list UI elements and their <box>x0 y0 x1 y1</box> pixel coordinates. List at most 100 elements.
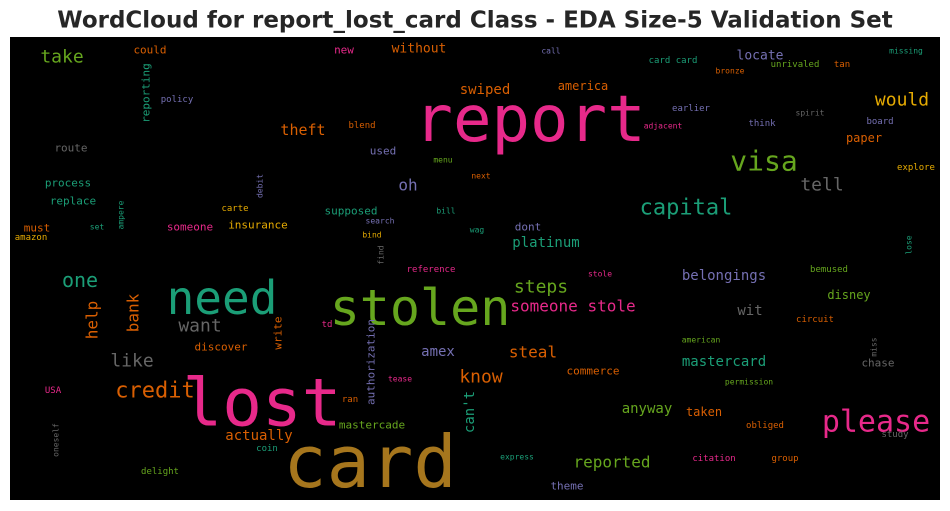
word: menu <box>433 156 452 165</box>
word: citation <box>692 454 735 464</box>
word: find <box>377 245 386 264</box>
word: delight <box>141 467 179 477</box>
word: platinum <box>512 235 579 251</box>
word: tan <box>834 60 850 70</box>
word: stole <box>588 270 612 279</box>
word: USA <box>45 386 62 396</box>
word: used <box>370 145 397 158</box>
word: carte <box>221 204 248 214</box>
word: mastercard <box>682 354 766 370</box>
word: permission <box>725 378 773 387</box>
word: chase <box>861 357 894 370</box>
word: bank <box>124 293 143 332</box>
word: explore <box>897 163 935 173</box>
word: visa <box>730 145 797 178</box>
word: call <box>541 47 560 56</box>
word: locate <box>737 49 784 64</box>
word: report <box>414 83 645 157</box>
word: know <box>459 367 503 388</box>
word: route <box>54 142 87 155</box>
word: oh <box>398 176 417 195</box>
word: process <box>45 177 91 190</box>
chart-title: WordCloud for report_lost_card Class - E… <box>57 8 892 34</box>
word: amazon <box>15 233 48 243</box>
word: adjacent <box>644 122 683 131</box>
word: ran <box>342 395 358 405</box>
word: reference <box>407 265 456 275</box>
word: theme <box>550 480 583 493</box>
word: miss <box>870 337 879 356</box>
word: write <box>272 316 285 349</box>
word: oneself <box>52 423 61 457</box>
word: america <box>558 79 609 93</box>
word: steps <box>514 277 568 298</box>
word: swiped <box>460 82 511 98</box>
word: coin <box>256 444 278 454</box>
word: someone <box>167 221 213 234</box>
word: stolen <box>330 279 511 337</box>
word: lose <box>905 235 914 254</box>
word: discover <box>195 341 248 354</box>
word: bind <box>362 231 381 240</box>
word: group <box>771 454 798 464</box>
word: bronze <box>716 67 745 76</box>
word: debit <box>256 174 265 198</box>
word: reported <box>573 453 650 472</box>
word: take <box>40 47 83 68</box>
word: circuit <box>796 315 834 325</box>
word: without <box>392 42 447 57</box>
word: blend <box>348 121 375 131</box>
word: steal <box>509 343 557 362</box>
word: authorization <box>365 319 378 405</box>
word: bemused <box>810 265 848 275</box>
word: mastercade <box>339 419 405 432</box>
word: insurance <box>228 219 288 232</box>
word: amex <box>421 344 455 360</box>
word: actually <box>225 428 292 444</box>
cloud-background <box>10 37 940 500</box>
word: ampere <box>117 200 126 229</box>
word: supposed <box>325 205 378 218</box>
word: bill <box>436 207 455 216</box>
word: unrivaled <box>771 60 820 70</box>
word: reporting <box>140 63 153 123</box>
word: need <box>167 271 278 325</box>
word: think <box>748 119 776 129</box>
word: belongings <box>682 268 766 284</box>
word: could <box>133 44 166 57</box>
word: card card <box>649 56 698 66</box>
word: spirit <box>796 109 825 118</box>
word: taken <box>686 405 722 419</box>
word: american <box>682 336 721 345</box>
word: theft <box>280 121 325 139</box>
word: earlier <box>672 104 711 114</box>
word: anyway <box>622 401 673 417</box>
word: tease <box>388 375 412 384</box>
word: like <box>110 351 153 372</box>
word: credit <box>115 379 194 404</box>
word: wag <box>470 226 485 235</box>
word: card <box>283 420 456 504</box>
word: policy <box>161 95 194 105</box>
word: capital <box>640 196 733 221</box>
word: obliged <box>746 421 784 431</box>
word: someone stole <box>510 297 635 316</box>
word: next <box>471 172 490 181</box>
word: board <box>866 117 893 127</box>
word: td <box>322 320 333 330</box>
word: replace <box>50 195 96 208</box>
word: express <box>500 453 534 462</box>
word: help <box>83 301 102 340</box>
word: one <box>62 268 98 292</box>
word: study <box>881 430 909 440</box>
word: wit <box>737 303 762 319</box>
word: search <box>366 217 395 226</box>
word: want <box>178 316 221 337</box>
word: new <box>334 44 354 57</box>
word: can't <box>462 391 478 433</box>
word: tell <box>800 175 843 196</box>
word: disney <box>827 288 870 302</box>
word: set <box>90 223 105 232</box>
word: lost <box>183 365 342 442</box>
